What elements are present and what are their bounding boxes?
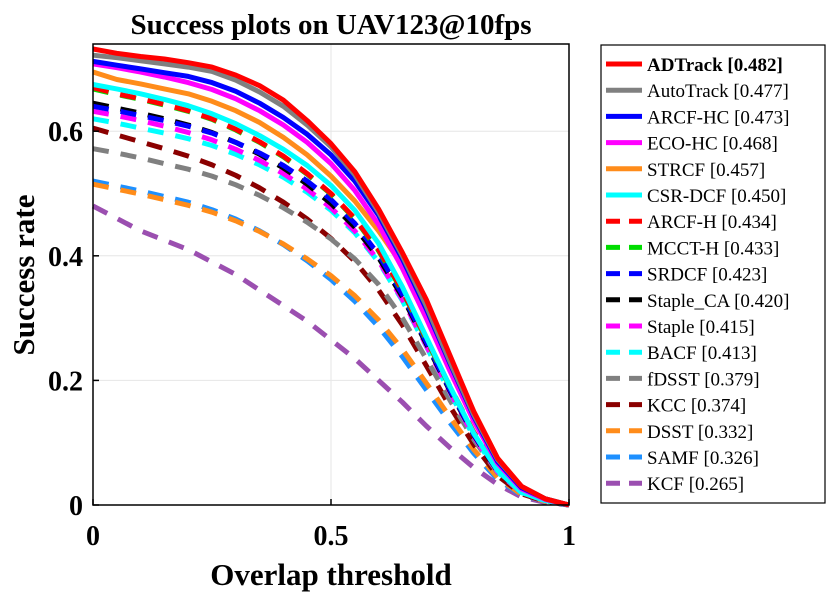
axis-ticks: 0 0.5 1 0 0.2 0.4 0.6: [48, 117, 576, 552]
legend-label-arcf-hc: ARCF-HC [0.473]: [647, 107, 790, 128]
y-tick-label: 0.4: [48, 242, 83, 273]
legend-label-samf: SAMF [0.326]: [647, 448, 759, 469]
y-tick-label: 0.6: [48, 117, 83, 148]
legend: ADTrack [0.482] AutoTrack [0.477] ARCF-HC …: [600, 44, 826, 504]
y-tick-label: 0.2: [48, 366, 83, 397]
legend-label-csr-dcf: CSR-DCF [0.450]: [647, 186, 786, 207]
y-axis-label: Success rate: [6, 195, 41, 356]
legend-label-arcf-h: ARCF-H [0.434]: [647, 212, 777, 233]
x-tick-label: 0.5: [314, 521, 349, 552]
legend-label-autotrack: AutoTrack [0.477]: [647, 81, 789, 102]
series-line-csr-dcf: [92, 82, 570, 508]
legend-label-adtrack: ADTrack [0.482]: [647, 55, 783, 76]
x-tick-label: 1: [562, 521, 576, 552]
series-layer: [91, 46, 570, 508]
legend-label-fdsst: fDSST [0.379]: [647, 369, 760, 390]
legend-label-eco-hc: ECO-HC [0.468]: [647, 134, 778, 155]
x-tick-label: 0: [86, 521, 100, 552]
legend-label-bacf: BACF [0.413]: [647, 343, 757, 364]
legend-label-dsst: DSST [0.332]: [647, 422, 753, 443]
legend-label-staple-ca: Staple_CA [0.420]: [647, 291, 790, 312]
series-line-adtrack: [92, 46, 570, 508]
x-axis-label: Overlap threshold: [210, 557, 451, 592]
legend-label-kcc: KCC [0.374]: [647, 396, 746, 417]
legend-label-srdcf: SRDCF [0.423]: [647, 265, 767, 286]
chart-title: Success plots on UAV123@10fps: [130, 9, 531, 41]
legend-label-mcct-h: MCCT-H [0.433]: [647, 238, 779, 259]
y-tick-label: 0: [69, 491, 83, 522]
legend-label-kcf: KCF [0.265]: [647, 474, 744, 495]
legend-label-strcf: STRCF [0.457]: [647, 160, 765, 181]
legend-label-staple: Staple [0.415]: [647, 317, 755, 338]
series-line-kcf: [91, 203, 570, 508]
